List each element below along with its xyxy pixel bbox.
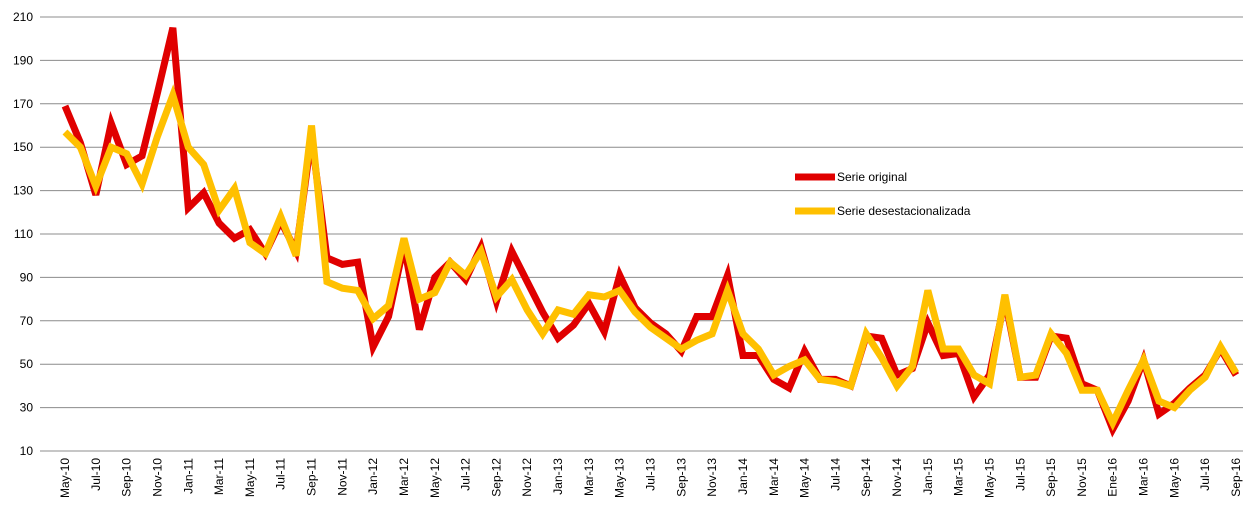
y-tick-label: 130 (13, 184, 33, 198)
y-tick-label: 110 (14, 227, 33, 241)
data-line (62, 84, 1240, 431)
x-tick-label: May-13 (613, 458, 627, 498)
x-tick-label: Ene-16 (1106, 458, 1120, 497)
x-tick-label: May-10 (58, 458, 72, 498)
x-tick-label: Mar-12 (397, 458, 411, 496)
x-tick-label: May-15 (982, 458, 996, 498)
x-tick-label: Nov-15 (1075, 458, 1089, 497)
x-tick-label: Nov-10 (150, 458, 164, 497)
x-tick-label: Mar-15 (952, 458, 966, 496)
x-tick-label: Mar-11 (212, 458, 226, 495)
x-tick-label: Mar-16 (1137, 458, 1151, 496)
x-tick-label: Jan-14 (736, 458, 750, 495)
x-tick-label: Jan-15 (921, 458, 935, 495)
x-tick-label: Nov-13 (705, 458, 719, 497)
y-tick-label: 170 (13, 97, 33, 111)
x-tick-label: Jan-13 (551, 458, 565, 495)
data-line (61, 27, 1240, 438)
y-tick-label: 150 (13, 140, 33, 154)
x-tick-label: Sep-13 (674, 458, 688, 497)
x-tick-label: May-12 (428, 458, 442, 498)
x-tick-label: May-16 (1167, 458, 1181, 498)
x-tick-label: Sep-12 (489, 458, 503, 497)
y-tick-label: 10 (20, 444, 34, 458)
x-tick-label: May-14 (798, 458, 812, 498)
x-tick-label: Sep-15 (1044, 458, 1058, 497)
x-tick-label: Jul-16 (1198, 458, 1212, 491)
x-tick-label: Nov-12 (520, 458, 534, 497)
x-tick-label: Jul-11 (274, 458, 288, 490)
x-tick-label: Jul-15 (1013, 458, 1027, 491)
x-tick-label: May-11 (243, 458, 257, 497)
y-tick-label: 50 (20, 357, 34, 371)
legend-label: Serie desestacionalizada (837, 204, 971, 218)
x-tick-label: Jul-10 (89, 458, 103, 491)
x-tick-label: Jan-12 (366, 458, 380, 495)
x-tick-label: Jul-12 (459, 458, 473, 491)
y-tick-label: 30 (20, 401, 34, 415)
x-tick-label: Sep-10 (120, 458, 134, 497)
x-tick-label: Mar-13 (582, 458, 596, 496)
x-tick-label: Jul-14 (828, 458, 842, 491)
x-tick-label: Jul-13 (644, 458, 658, 491)
x-tick-label: Sep-11 (305, 458, 319, 496)
y-tick-label: 190 (13, 53, 33, 67)
legend-label: Serie original (837, 170, 907, 184)
x-tick-label: Sep-16 (1229, 458, 1243, 497)
y-tick-label: 70 (20, 314, 34, 328)
x-tick-label: Nov-11 (335, 458, 349, 496)
x-tick-label: Sep-14 (859, 458, 873, 497)
y-tick-label: 210 (13, 10, 33, 24)
y-tick-label: 90 (20, 270, 34, 284)
x-tick-label: Mar-14 (767, 458, 781, 496)
x-tick-label: Jan-11 (181, 458, 195, 494)
x-tick-label: Nov-14 (890, 458, 904, 497)
